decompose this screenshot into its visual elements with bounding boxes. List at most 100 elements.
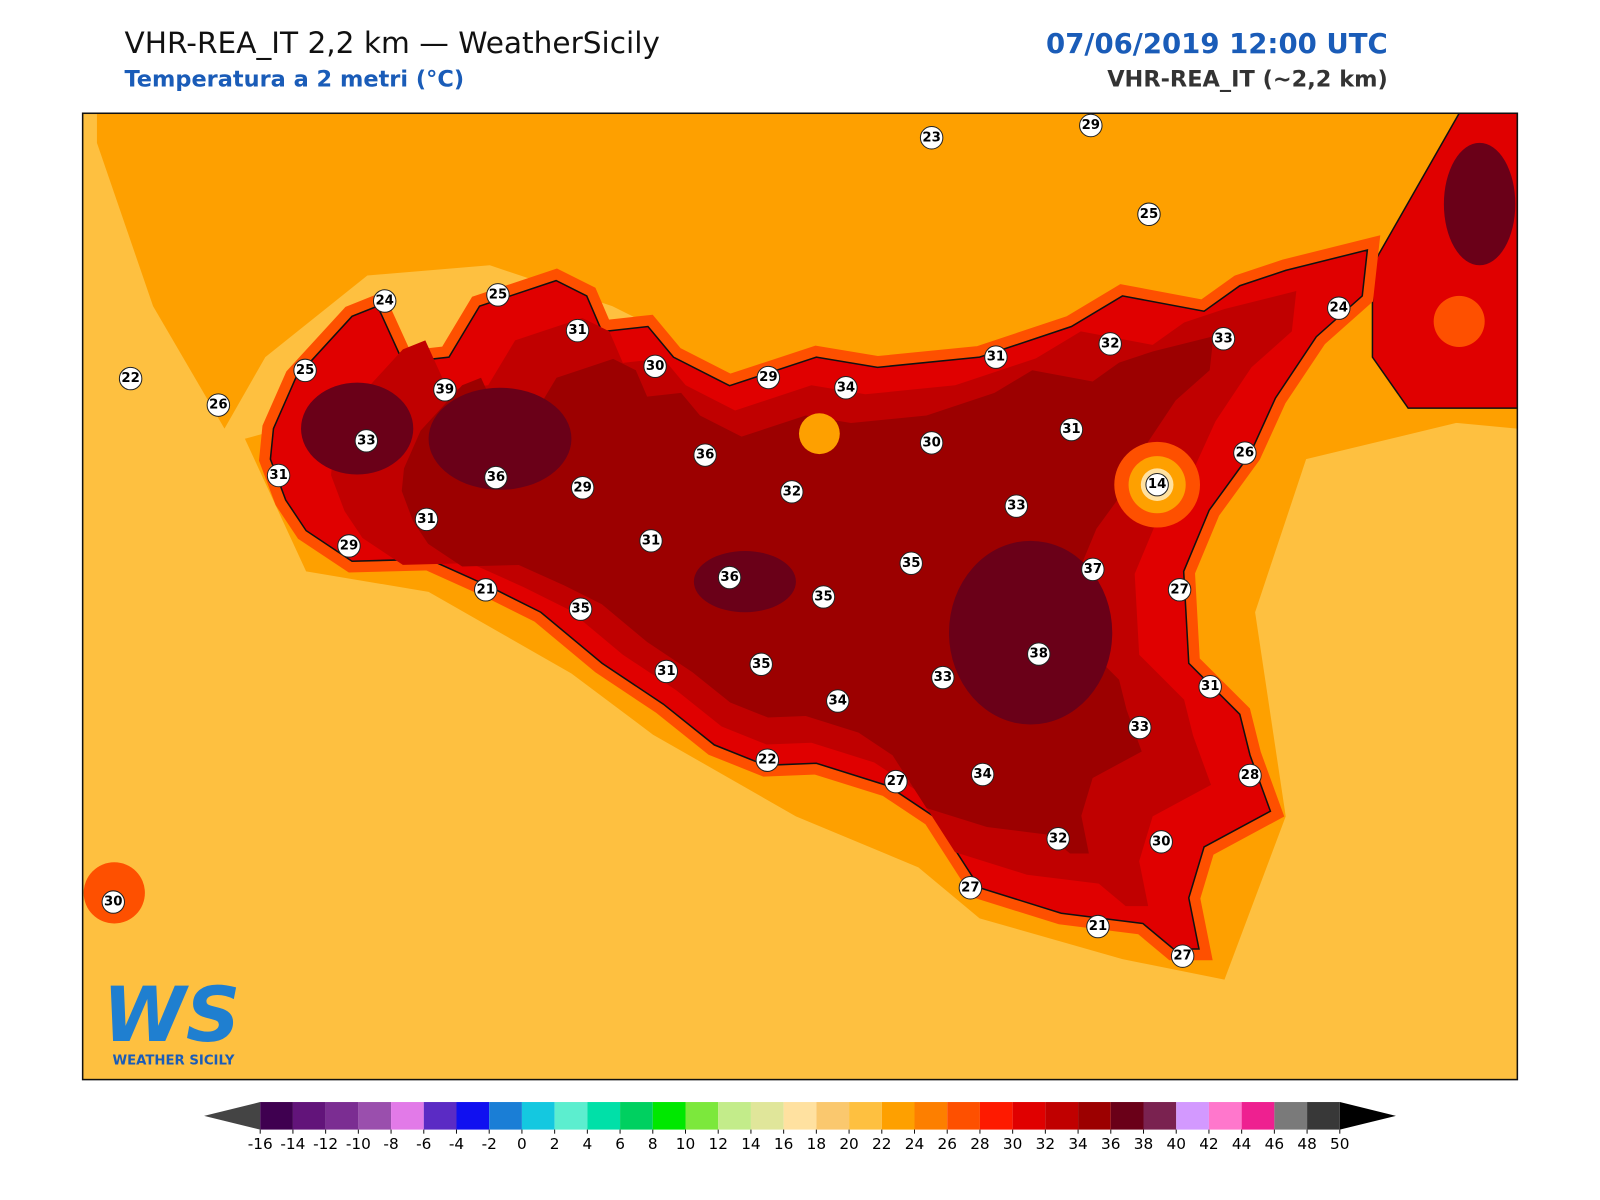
colorbar-under [204, 1102, 261, 1130]
colorbar-tick-label: 12 [708, 1135, 727, 1153]
station-value: 33 [357, 433, 375, 448]
station-marker [1167, 578, 1192, 602]
station-value: 37 [1084, 562, 1102, 577]
colorbar-tick-label: -16 [248, 1135, 273, 1153]
station-value: 36 [720, 570, 738, 585]
logo-name: WEATHER SICILY [112, 1053, 234, 1068]
colorbar-segment [587, 1102, 621, 1130]
logo-mark: WS [103, 971, 241, 1059]
station-value: 26 [209, 398, 227, 413]
station-value: 33 [1007, 499, 1025, 514]
station-value: 29 [1082, 118, 1100, 133]
station-value: 27 [961, 880, 979, 895]
colorbar-tick-label: -2 [482, 1135, 497, 1153]
colorbar-tick-label: -8 [383, 1135, 398, 1153]
colorbar-tick-label: -12 [313, 1135, 338, 1153]
colorbar-tick-label: 2 [550, 1135, 560, 1153]
station-marker [1211, 327, 1236, 351]
colorbar-tick-label: 16 [774, 1135, 793, 1153]
station-value: 30 [922, 435, 940, 450]
colorbar-segment [423, 1102, 457, 1130]
colorbar-tick-label: 28 [970, 1135, 989, 1153]
colorbar-tick-label: 40 [1166, 1135, 1185, 1153]
station-value: 25 [489, 287, 507, 302]
station-marker [755, 748, 780, 772]
station-marker [372, 289, 397, 313]
station-marker [1046, 827, 1070, 851]
station-value: 35 [902, 556, 920, 571]
colorbar-tick-label: -14 [280, 1135, 305, 1153]
station-marker [433, 378, 457, 402]
colorbar-segment [1012, 1102, 1046, 1130]
station-marker [639, 529, 663, 553]
station-marker [1170, 944, 1195, 968]
station-marker [984, 345, 1008, 369]
colorbar-over [1339, 1102, 1396, 1130]
station-value: 23 [922, 130, 940, 145]
station-value: 21 [1089, 919, 1107, 934]
station-value: 22 [758, 753, 776, 768]
station-marker [654, 659, 679, 684]
station-marker [693, 443, 717, 467]
station-value: 27 [1170, 582, 1188, 597]
station-value: 30 [1152, 834, 1170, 849]
station-marker [1079, 113, 1103, 138]
station-marker [1145, 472, 1169, 497]
station-value: 27 [1173, 949, 1191, 964]
colorbar-tick-label: 22 [872, 1135, 891, 1153]
station-value: 31 [1201, 679, 1219, 694]
colorbar-segment [979, 1102, 1013, 1130]
station-marker [1327, 296, 1351, 320]
station-marker [826, 689, 850, 713]
colorbar-segment [1208, 1102, 1242, 1130]
station-value: 25 [296, 363, 314, 378]
station-value: 39 [436, 382, 454, 397]
station-value: 35 [814, 589, 832, 604]
title: VHR-REA_IT 2,2 km — WeatherSicily [124, 26, 659, 60]
subtitle: Temperatura a 2 metri (°C) [124, 67, 464, 93]
colorbar-segment [1307, 1102, 1340, 1130]
station-value: 32 [1101, 336, 1119, 351]
station-value: 31 [568, 323, 586, 338]
station-marker [1128, 715, 1152, 740]
colorbar-tick-label: 32 [1036, 1135, 1055, 1153]
colorbar-tick-label: 18 [807, 1135, 826, 1153]
station-value: 38 [1030, 647, 1048, 662]
colorbar-tick-label: 24 [905, 1135, 924, 1153]
colorbar-segment [718, 1102, 751, 1130]
station-value: 31 [417, 512, 435, 527]
model: VHR-REA_IT (~2,2 km) [1107, 67, 1388, 93]
colorbar-segment [260, 1102, 293, 1130]
colorbar-segment [1078, 1102, 1111, 1130]
map: 23 29 25 24 25 31 30 29 34 31 32 33 24 22 25 39 26 33 31 36… [82, 113, 1518, 1080]
colorbar-segment [652, 1102, 686, 1130]
station-marker [206, 393, 231, 417]
colorbar-tick-label: 48 [1297, 1135, 1316, 1153]
colorbar-segment [881, 1102, 915, 1130]
colorbar-tick-label: -10 [346, 1135, 371, 1153]
station-marker [931, 665, 955, 690]
station-value: 31 [987, 350, 1005, 365]
station-value: 21 [476, 582, 494, 597]
station-marker [749, 652, 773, 677]
colorbar-tick-label: -4 [449, 1135, 464, 1153]
station-value: 32 [783, 484, 801, 499]
colorbar-segment [325, 1102, 359, 1130]
station-value: 33 [934, 670, 952, 685]
station-marker [1004, 494, 1029, 518]
colorbar-tick-label: 26 [937, 1135, 956, 1153]
colorbar-segment [685, 1102, 719, 1130]
colorbar-tick-label: -6 [416, 1135, 431, 1153]
station-marker [780, 480, 804, 504]
station-value: 34 [829, 694, 847, 709]
colorbar-segment [1176, 1102, 1209, 1130]
station-value: 33 [1214, 331, 1232, 346]
colorbar-tick-label: 50 [1330, 1135, 1349, 1153]
colorbar-tick-label: 36 [1101, 1135, 1120, 1153]
station-marker [1233, 441, 1257, 465]
station-marker [1059, 417, 1084, 442]
station-marker [1149, 830, 1173, 854]
station-marker [1137, 202, 1161, 227]
station-marker [884, 769, 908, 794]
